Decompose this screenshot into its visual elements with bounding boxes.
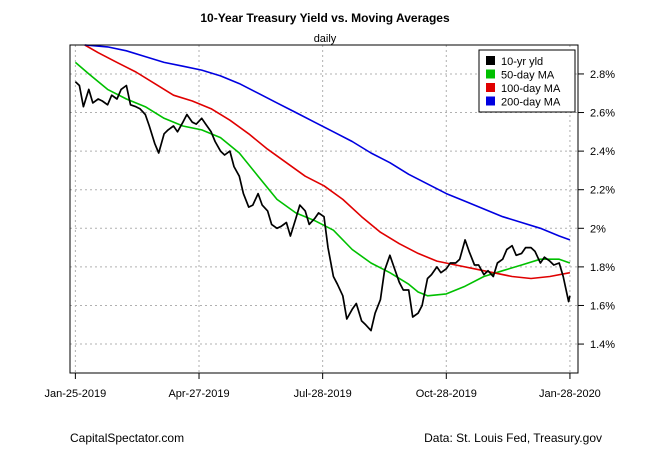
y-tick-label: 2.6%	[590, 108, 615, 120]
legend-swatch-10-yr-yld	[486, 56, 495, 65]
series-line-50-day-ma	[74, 61, 571, 297]
legend-swatch-50-day-ma	[486, 69, 495, 79]
chart-subtitle: daily	[314, 33, 337, 45]
y-tick-label: 1.8%	[590, 262, 615, 274]
x-tick-label: Jul-28-2019	[294, 388, 352, 400]
x-tick-label: Oct-28-2019	[416, 388, 477, 400]
footer-data-credit: Data: St. Louis Fed, Treasury.gov	[424, 431, 602, 445]
plot-frame	[69, 44, 579, 374]
legend-label-50-day-ma: 50-day MA	[501, 70, 555, 82]
legend-label-100-day-ma: 100-day MA	[501, 83, 561, 95]
legend-label-10-yr-yld: 10-yr yld	[501, 56, 543, 68]
legend-swatch-100-day-ma	[486, 83, 495, 92]
x-tick-label: Apr-27-2019	[168, 388, 229, 400]
axes: Jan-25-2019 Apr-27-2019 Jul-28-2019 Oct-28-…	[44, 69, 615, 400]
y-tick-label: 2.4%	[590, 146, 615, 158]
legend-swatch-200-day-ma	[486, 96, 495, 106]
y-tick-label: 1.6%	[590, 300, 615, 312]
footer-source-site: CapitalSpectator.com	[70, 431, 185, 445]
y-tick-label: 2.8%	[590, 69, 615, 81]
x-tick-label: Jan-25-2019	[44, 388, 106, 400]
series-line-10-yr-yld	[74, 81, 571, 332]
series-line-200-day-ma	[84, 44, 571, 241]
chart-title: 10-Year Treasury Yield vs. Moving Averag…	[200, 11, 450, 25]
x-tick-label: Jan-28-2020	[539, 388, 601, 400]
y-tick-label: 2%	[590, 223, 606, 235]
series-layer	[74, 44, 571, 332]
legend-label-200-day-ma: 200-day MA	[501, 97, 561, 109]
y-tick-label: 1.4%	[590, 339, 615, 351]
y-tick-label: 2.2%	[590, 185, 615, 197]
